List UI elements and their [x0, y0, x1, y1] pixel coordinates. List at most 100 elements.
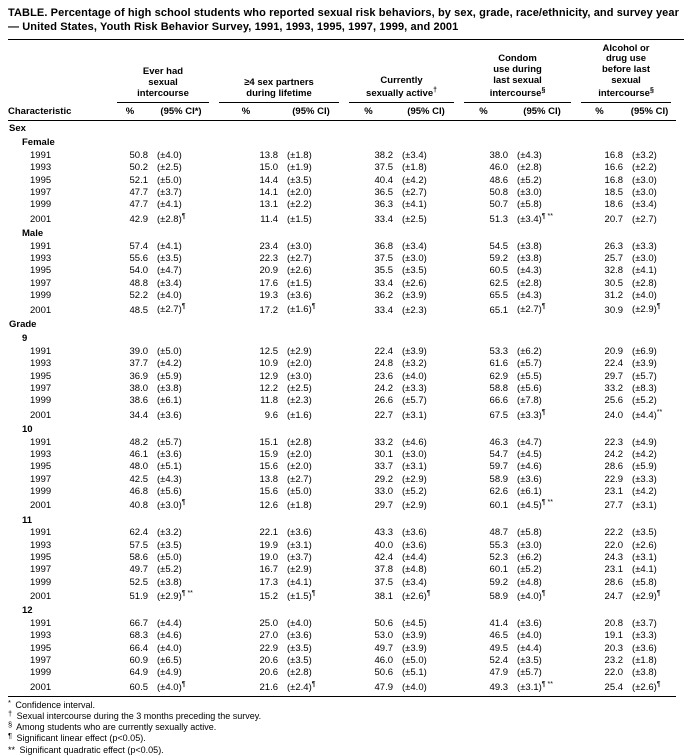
ci-cell: (±3.1) [287, 539, 312, 551]
ci-cell: (±4.1) [157, 199, 182, 211]
ci-cell: (±5.6) [517, 382, 542, 394]
pct-cell: 30.5 [604, 277, 624, 289]
pct-cell: 54.7 [489, 448, 509, 460]
section-label: Grade [9, 318, 37, 330]
cell-footnote-marker: ¶ [311, 303, 316, 311]
ci-cell: (±3.6) [632, 642, 657, 654]
ci-cell: (±6.2) [517, 345, 542, 357]
pct-cell: 52.1 [129, 174, 149, 186]
pct-cell: 33.4 [374, 213, 394, 225]
ci-cell: (±2.7) [632, 213, 657, 225]
ci-cell: (±1.5)¶ [287, 589, 316, 603]
pct-cell: 29.7 [604, 370, 624, 382]
pct-cell: 57.4 [129, 240, 149, 252]
pct-cell: 30.1 [374, 448, 394, 460]
pct-cell: 46.5 [489, 630, 509, 642]
ci-cell: (±5.0) [157, 551, 182, 563]
ci-header: (95% CI) [393, 102, 460, 121]
ci-cell: (±4.0) [517, 630, 542, 642]
pct-cell: 52.4 [489, 654, 509, 666]
section-row: Sex [8, 120, 676, 135]
pct-cell: 18.6 [604, 199, 624, 211]
pct-cell: 12.5 [259, 345, 279, 357]
ci-cell: (±5.0) [157, 174, 182, 186]
pct-cell: 41.4 [489, 617, 509, 629]
pct-cell: 50.2 [129, 162, 149, 174]
ci-cell: (±4.5) [402, 617, 427, 629]
header-footnote-marker: § [541, 86, 546, 94]
ci-cell: (±3.1) [402, 461, 427, 473]
ci-cell: (±4.7) [517, 436, 542, 448]
ci-cell: (±3.3) [632, 240, 657, 252]
ci-cell: (±4.1) [632, 564, 657, 576]
ci-cell: (±2.7)¶ [157, 303, 186, 316]
table-row: 1995 52.1 (±5.0) 14.4 (±3.5) 40.4 (±4.2) 48.6 (±… [8, 174, 676, 186]
pct-cell: 64.9 [129, 667, 149, 679]
ci-cell: (±2.9)¶ [632, 589, 661, 603]
pct-cell: 22.4 [604, 358, 624, 370]
footnote-text: Sexual intercourse during the 3 months p… [14, 710, 262, 721]
pct-cell: 37.7 [129, 358, 149, 370]
pct-cell: 54.5 [489, 240, 509, 252]
pct-cell: 60.5 [112, 679, 148, 697]
ci-cell: (±3.3) [632, 473, 657, 485]
pct-cell: 16.7 [259, 564, 279, 576]
pct-cell: 46.0 [374, 654, 394, 666]
ci-cell: (±4.4) [517, 642, 542, 654]
pct-cell: 19.1 [604, 630, 624, 642]
table-row: 2001 34.4 (±3.6) 9.6 (±1.6) 22.7 (±3.1) 67.5 (±3… [8, 407, 676, 422]
ci-cell: (±3.3) [632, 630, 657, 642]
pct-cell: 33.4 [374, 277, 394, 289]
column-group-label: Condom use during last sexual intercours… [464, 53, 572, 103]
pct-cell: 36.5 [374, 187, 394, 199]
ci-cell: (±3.4)¶ ** [517, 212, 553, 225]
ci-cell: (±2.5) [157, 162, 182, 174]
ci-cell: (±4.1) [287, 576, 312, 588]
year-cell: 2001 [30, 213, 52, 225]
ci-cell: (±2.9)¶ ** [157, 589, 193, 603]
footnote: * Confidence interval. [8, 698, 684, 711]
year-cell: 2001 [30, 500, 52, 512]
pct-cell: 62.5 [489, 277, 509, 289]
ci-cell: (±7.8) [517, 395, 542, 407]
pct-cell: 11.4 [260, 213, 278, 225]
ci-cell: (±2.8) [517, 162, 542, 174]
group-label: Male [22, 228, 44, 240]
ci-cell: (±3.2) [157, 527, 182, 539]
year-cell: 1995 [30, 551, 52, 563]
ci-cell: (±2.9)¶ [632, 303, 661, 316]
pct-cell: 46.8 [129, 485, 149, 497]
pct-cell: 58.9 [489, 591, 509, 603]
pct-cell: 19.0 [259, 551, 279, 563]
ci-cell: (±2.8) [632, 277, 657, 289]
cell-footnote-marker: ¶ [656, 589, 661, 597]
ci-cell: (±2.5) [402, 213, 427, 225]
ci-cell: (±2.6) [287, 265, 312, 277]
pct-cell: 17.3 [259, 576, 279, 588]
pct-cell: 24.8 [374, 358, 394, 370]
ci-cell: (±1.6)¶ [287, 303, 316, 316]
pct-cell: 25.4 [576, 679, 624, 697]
ci-cell: (±5.9) [157, 370, 182, 382]
pct-cell: 29.7 [374, 500, 394, 512]
ci-cell: (±5.7) [517, 667, 542, 679]
pct-cell: 59.2 [489, 576, 509, 588]
cell-footnote-marker: ¶ [181, 303, 186, 311]
pct-cell: 23.2 [604, 654, 624, 666]
table-row: 1997 42.5 (±4.3) 13.8 (±2.7) 29.2 (±2.9) 58.9 (±… [8, 473, 676, 485]
ci-cell: (±4.8) [517, 576, 542, 588]
ci-cell: (±2.8) [287, 667, 312, 679]
table-row: 1993 37.7 (±4.2) 10.9 (±2.0) 24.8 (±3.2) 61.6 (±… [8, 358, 676, 370]
yrbs-table: Ever had sexual intercourse ≥4 sex partne… [8, 43, 677, 697]
year-cell: 1991 [30, 527, 52, 539]
pct-cell: 37.5 [374, 253, 394, 265]
pct-cell: 46.1 [129, 448, 149, 460]
pct-cell: 34.4 [129, 409, 149, 421]
footnote-text: Significant quadratic effect (p<0.05). [17, 744, 164, 755]
table-row: 1991 62.4 (±3.2) 22.1 (±3.6) 43.3 (±3.6) 48.7 (±… [8, 527, 676, 539]
pct-cell: 23.6 [374, 370, 394, 382]
pct-cell: 50.6 [374, 617, 394, 629]
pct-cell: 12.2 [259, 382, 279, 394]
year-cell: 1995 [30, 370, 52, 382]
footnote: ** Significant quadratic effect (p<0.05)… [8, 745, 684, 756]
